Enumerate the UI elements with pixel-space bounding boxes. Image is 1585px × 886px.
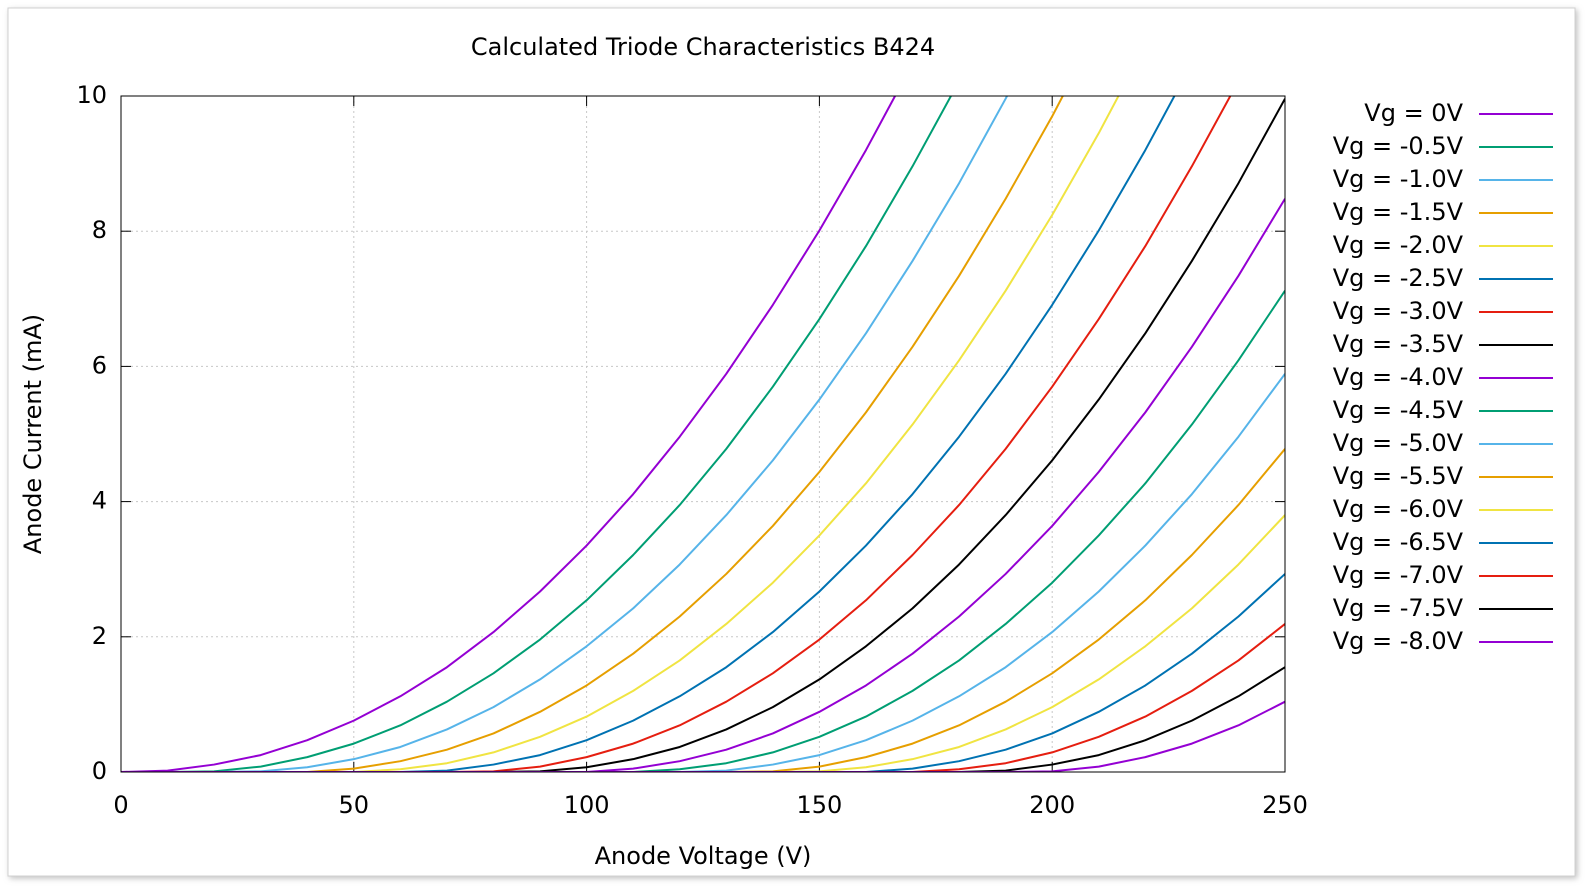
legend-label: Vg = -0.5V: [1333, 132, 1464, 160]
curve: [121, 623, 1285, 772]
legend-label: Vg = -4.5V: [1333, 396, 1464, 424]
plot-border: [120, 95, 1286, 773]
curve: [121, 448, 1285, 772]
curve: [121, 573, 1285, 772]
y-axis-label: Anode Current (mA): [19, 314, 47, 554]
curve: [121, 700, 1285, 772]
legend-label: Vg = -1.5V: [1333, 198, 1464, 226]
legend-label: Vg = -6.5V: [1333, 528, 1464, 556]
curve: [121, 96, 897, 772]
legend-label: Vg = -7.0V: [1333, 561, 1464, 589]
legend-label: Vg = -1.0V: [1333, 165, 1464, 193]
plot-area: [121, 96, 1285, 772]
legend-label: Vg = -5.5V: [1333, 462, 1464, 490]
legend-label: Vg = -8.0V: [1333, 627, 1464, 655]
x-axis-label: Anode Voltage (V): [595, 842, 812, 870]
legend-label: Vg = -2.0V: [1333, 231, 1464, 259]
curve: [121, 96, 1176, 772]
curve: [121, 96, 1232, 772]
x-tick-label: 50: [339, 791, 370, 819]
curve: [121, 96, 1009, 772]
legend-label: Vg = -2.5V: [1333, 264, 1464, 292]
chart-title: Calculated Triode Characteristics B424: [471, 33, 935, 61]
legend-label: Vg = -7.5V: [1333, 594, 1464, 622]
y-tick-label: 10: [76, 81, 107, 109]
legend-label: Vg = 0V: [1364, 99, 1463, 127]
y-tick-label: 6: [92, 351, 107, 379]
curve: [121, 666, 1285, 772]
y-tick-label: 8: [92, 216, 107, 244]
curve: [121, 98, 1285, 772]
legend-label: Vg = -3.0V: [1333, 297, 1464, 325]
curve: [121, 96, 1120, 772]
legend-label: Vg = -5.0V: [1333, 429, 1464, 457]
curve: [121, 290, 1285, 772]
y-tick-label: 2: [92, 622, 107, 650]
x-tick-label: 0: [113, 791, 128, 819]
x-tick-label: 100: [564, 791, 610, 819]
x-tick-label: 200: [1029, 791, 1075, 819]
curve: [121, 514, 1285, 772]
legend-label: Vg = -4.0V: [1333, 363, 1464, 391]
y-tick-label: 4: [92, 487, 107, 515]
legend-label: Vg = -6.0V: [1333, 495, 1464, 523]
curve: [121, 96, 1064, 772]
x-tick-label: 250: [1262, 791, 1308, 819]
curve: [121, 96, 953, 772]
legend-label: Vg = -3.5V: [1333, 330, 1464, 358]
curve: [121, 198, 1285, 772]
y-tick-label: 0: [92, 757, 107, 785]
frame: [7, 7, 1576, 877]
x-tick-label: 150: [796, 791, 842, 819]
legend: Vg = 0V Vg = -0.5V Vg = -1.0V Vg = -1.5V Vg …: [1333, 99, 1553, 655]
